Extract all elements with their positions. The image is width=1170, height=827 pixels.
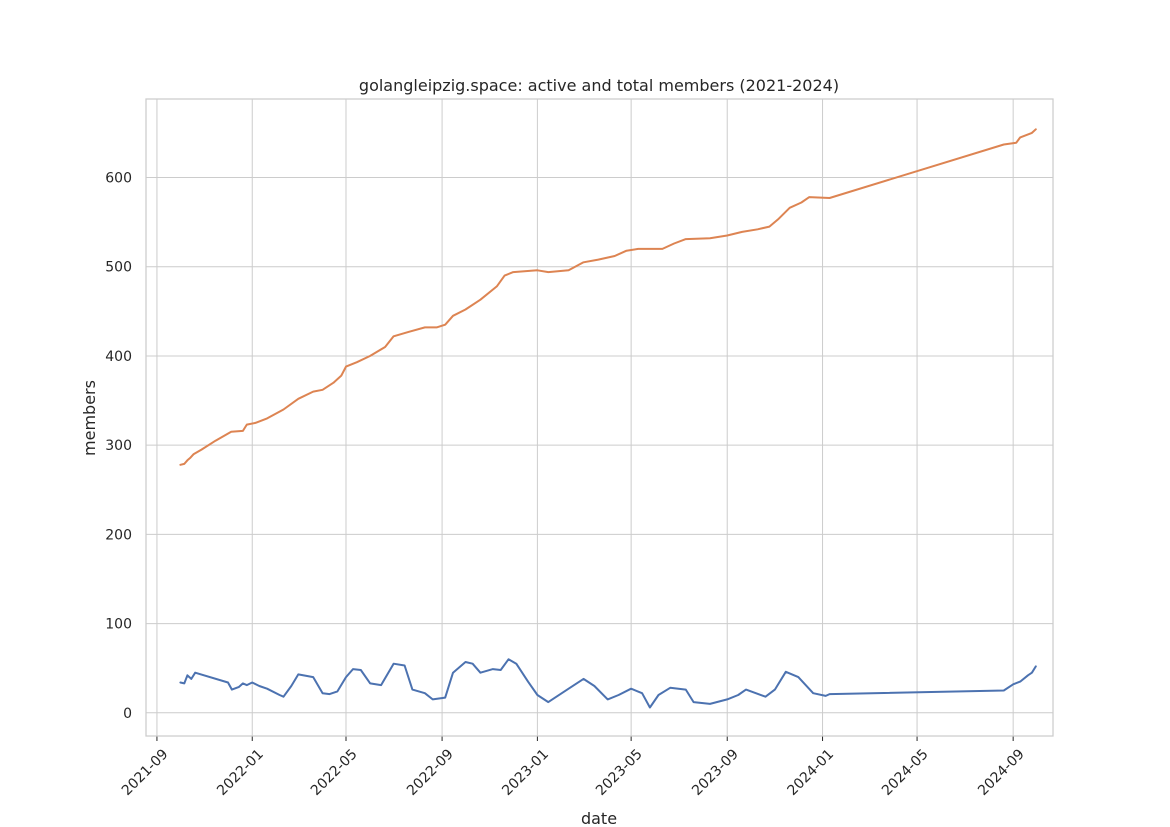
y-tick-label: 0 [123,706,132,722]
series-layer [179,128,1037,709]
y-tick-label: 300 [105,438,132,454]
y-axis-label: members [80,380,99,456]
x-axis-label: date [581,809,617,827]
y-tick-label: 500 [105,260,132,276]
x-tick-label: 2023-05 [593,746,646,799]
x-tick-label: 2024-05 [879,746,932,799]
total-members-line [179,128,1037,466]
plot-frame [145,98,1054,737]
y-tick-label: 400 [105,349,132,365]
x-tick-label: 2021-09 [119,746,172,799]
x-tick-label: 2022-09 [404,746,457,799]
y-tick-label: 100 [105,617,132,633]
y-tick-labels: 0 100 200 300 400 500 600 [105,171,132,722]
x-tick-labels: 2021-09 2022-01 2022-05 2022-09 2023-01 2023-… [119,746,1028,799]
y-grid [146,177,1053,714]
x-tick-label: 2023-09 [689,746,742,799]
x-tick-label: 2022-01 [214,746,267,799]
x-grid [156,99,1014,741]
active-members-line [179,658,1037,709]
x-tick-label: 2023-01 [499,746,552,799]
y-tick-label: 600 [105,171,132,187]
x-tick-label: 2024-09 [975,746,1028,799]
chart-title: golangleipzig.space: active and total me… [359,76,839,95]
x-tick-label: 2024-01 [784,746,837,799]
y-tick-label: 200 [105,527,132,543]
x-tick-label: 2022-05 [308,746,361,799]
